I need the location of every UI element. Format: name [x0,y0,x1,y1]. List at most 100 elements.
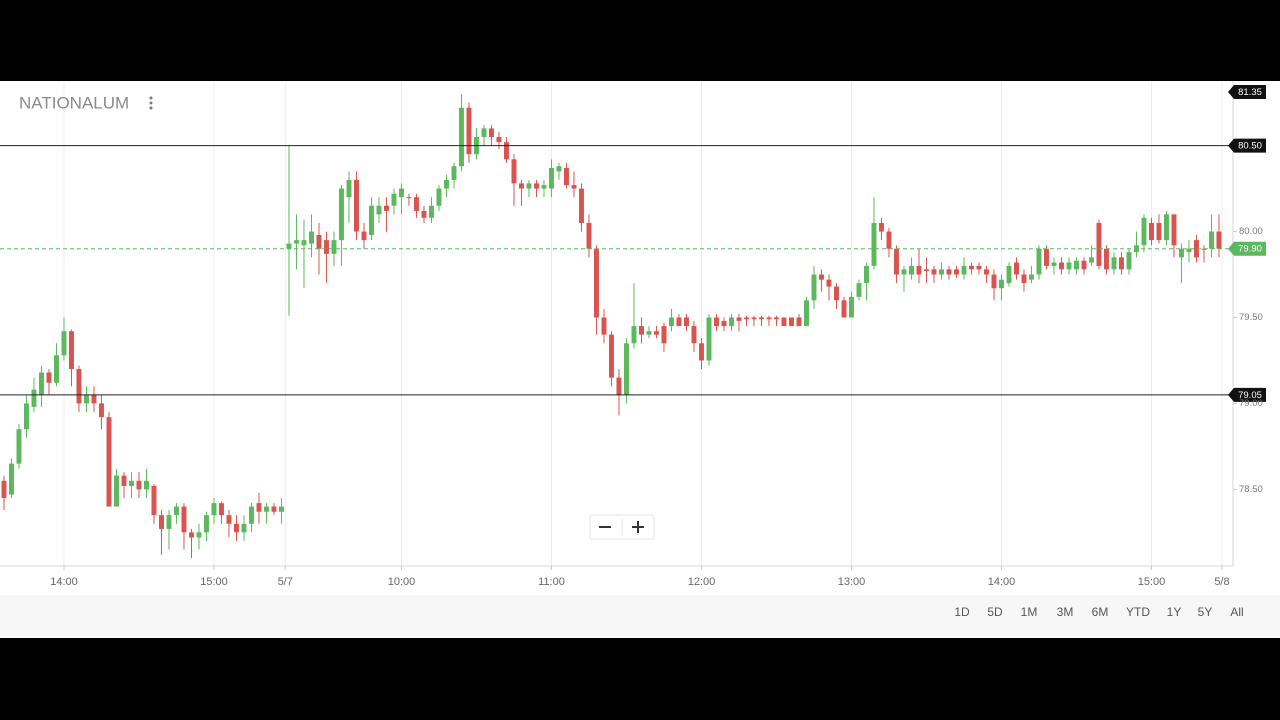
y-tick-label: 78.50 [1239,484,1263,495]
candle-body [556,166,562,172]
candle-body [114,475,119,507]
candle-body [946,269,952,275]
candle-body [789,317,794,327]
candle-body [804,300,809,327]
candle-body [684,317,689,327]
candle-body [159,515,164,529]
range-button[interactable]: 3M [1057,605,1074,619]
candle-body [369,205,374,235]
candle-body [429,205,434,218]
candle-body [421,210,427,218]
chart-panel [0,81,1280,638]
x-tick-label: 10:00 [388,576,416,588]
candle-body [714,317,719,327]
candle-body [354,179,359,232]
last-price-label: 79.90 [1238,244,1262,255]
range-button[interactable]: 5Y [1198,605,1213,619]
range-button[interactable]: 1M [1021,605,1038,619]
candle-body [1074,260,1079,270]
candle-body [676,317,682,327]
candle-body [1209,231,1214,249]
range-button[interactable]: All [1230,605,1243,619]
candle-body [781,317,787,327]
candle-body [1059,262,1064,270]
candle-body [61,331,67,356]
candle-body [586,222,592,249]
candle-body [871,222,877,266]
range-button[interactable]: 6M [1092,605,1109,619]
candle-body [294,240,299,244]
candle-body [271,506,277,512]
candle-body [1089,257,1094,263]
range-button[interactable]: 1Y [1167,605,1182,619]
candle-body [511,159,517,184]
candle-body [301,240,307,246]
hline-label: 79.05 [1238,390,1262,401]
candle-body [669,317,674,327]
candle-body [961,265,967,275]
candle-body [856,283,862,297]
candle-body [196,532,202,538]
candle-body [91,394,97,404]
candle-body [969,265,974,270]
candle-body [984,269,989,275]
candle-body [1126,252,1132,270]
candle-body [31,389,37,407]
candle-body [376,205,382,215]
candle-body [699,343,704,361]
candle-body [1029,274,1034,280]
candle-body [84,394,89,404]
candle-body [549,167,554,189]
menu-icon[interactable] [149,96,153,110]
high-marker-tag [1228,85,1266,99]
candle-body [1186,248,1192,253]
candle-body [639,326,644,335]
candle-body [774,317,779,320]
candle-body [864,265,869,284]
candle-body [174,506,179,516]
x-tick-label: 11:00 [538,576,565,588]
candle-body [1,480,7,498]
candle-body [901,269,907,275]
candle-body [796,317,802,327]
candle-body [601,317,607,335]
candle-body [286,243,292,249]
y-tick-label: 80.00 [1239,226,1263,237]
letterbox-top [0,0,1280,81]
candle-body [744,317,749,320]
range-button[interactable]: 1D [954,605,970,619]
candle-body [879,222,884,232]
candle-body [916,265,922,275]
candle-body [24,403,29,430]
candle-body [939,269,944,275]
chart-title: NATIONALUM [19,93,129,112]
candle-body [571,185,577,189]
candle-body [1164,214,1169,241]
candle-body [1096,222,1102,266]
candle-body [399,188,404,198]
candle-body [766,317,772,320]
candle-body [729,317,734,327]
range-button[interactable]: 5D [987,605,1003,619]
candle-body [564,167,569,186]
x-tick-label: 14:00 [50,576,78,588]
candle-body [331,240,337,254]
candle-body [211,503,217,516]
candle-body [189,532,194,538]
candle-body [976,265,982,270]
candle-body [519,183,524,189]
candle-body [706,317,712,361]
range-button[interactable]: YTD [1126,605,1150,619]
candle-body [219,503,224,516]
zoom-in-button[interactable] [623,516,653,538]
candle-body [1111,257,1117,270]
candle-body [144,480,149,490]
candle-body [609,334,614,378]
candle-body [646,331,652,335]
candle-body [1006,265,1012,284]
zoom-out-button[interactable] [591,516,621,538]
candle-body [384,205,389,211]
x-tick-label: 5/8 [1214,576,1229,588]
hline-tag [1228,138,1266,153]
